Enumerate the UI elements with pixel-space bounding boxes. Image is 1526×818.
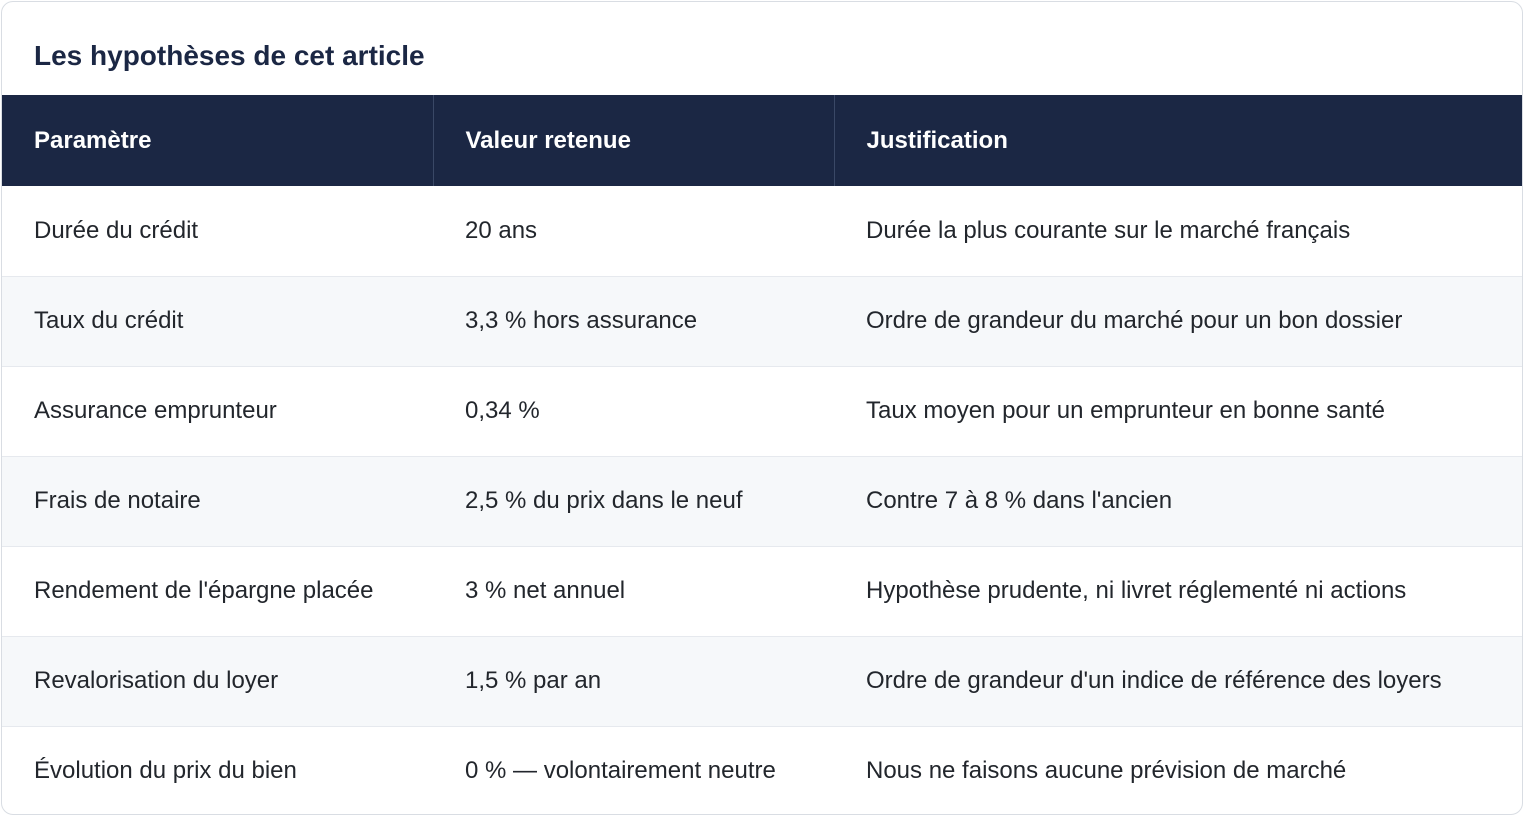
table-row: Durée du crédit 20 ans Durée la plus cou… (2, 186, 1522, 276)
table-row: Revalorisation du loyer 1,5 % par an Ord… (2, 636, 1522, 726)
cell-justification: Ordre de grandeur d'un indice de référen… (866, 667, 1442, 694)
cell-justification: Durée la plus courante sur le marché fra… (866, 216, 1351, 244)
cell-parametre: Durée du crédit (34, 216, 199, 244)
cell-justification: Hypothèse prudente, ni livret réglementé… (866, 577, 1407, 604)
column-header-parametre: Paramètre (2, 95, 434, 186)
cell-justification: Taux moyen pour un emprunteur en bonne s… (866, 397, 1386, 424)
table-row: Rendement de l'épargne placée 3 % net an… (2, 546, 1522, 636)
hypotheses-table: Paramètre Valeur retenue Justification D… (2, 95, 1522, 814)
cell-valeur: 3 % net annuel (465, 577, 626, 604)
cell-parametre: Assurance emprunteur (34, 397, 277, 424)
cell-parametre: Rendement de l'épargne placée (34, 577, 374, 604)
column-header-justification: Justification (866, 126, 1008, 154)
cell-valeur: 0,34 % (465, 397, 540, 424)
cell-justification: Contre 7 à 8 % dans l'ancien (866, 487, 1173, 514)
cell-valeur: 20 ans (465, 216, 538, 244)
table-header-row: Paramètre Valeur retenue Justification (2, 95, 1522, 186)
cell-parametre: Évolution du prix du bien (34, 757, 297, 785)
column-header-valeur: Valeur retenue (433, 95, 835, 186)
table-row: Évolution du prix du bien 0 % — volontai… (2, 726, 1522, 814)
table-row: Taux du crédit 3,3 % hors assurance Ordr… (2, 276, 1522, 366)
cell-valeur: 3,3 % hors assurance (465, 307, 698, 334)
cell-valeur: 1,5 % par an (465, 667, 602, 694)
cell-parametre: Frais de notaire (34, 487, 201, 514)
cell-valeur: 2,5 % du prix dans le neuf (465, 487, 743, 514)
cell-parametre: Revalorisation du loyer (34, 667, 279, 694)
cell-valeur: 0 % — volontairement neutre (465, 757, 776, 785)
table-row: Frais de notaire 2,5 % du prix dans le n… (2, 456, 1522, 546)
table-row: Assurance emprunteur 0,34 % Taux moyen p… (2, 366, 1522, 456)
cell-parametre: Taux du crédit (34, 307, 184, 334)
cell-justification: Nous ne faisons aucune prévision de marc… (866, 757, 1347, 785)
cell-justification: Ordre de grandeur du marché pour un bon … (866, 307, 1403, 334)
card-title: Les hypothèses de cet article (34, 40, 425, 71)
